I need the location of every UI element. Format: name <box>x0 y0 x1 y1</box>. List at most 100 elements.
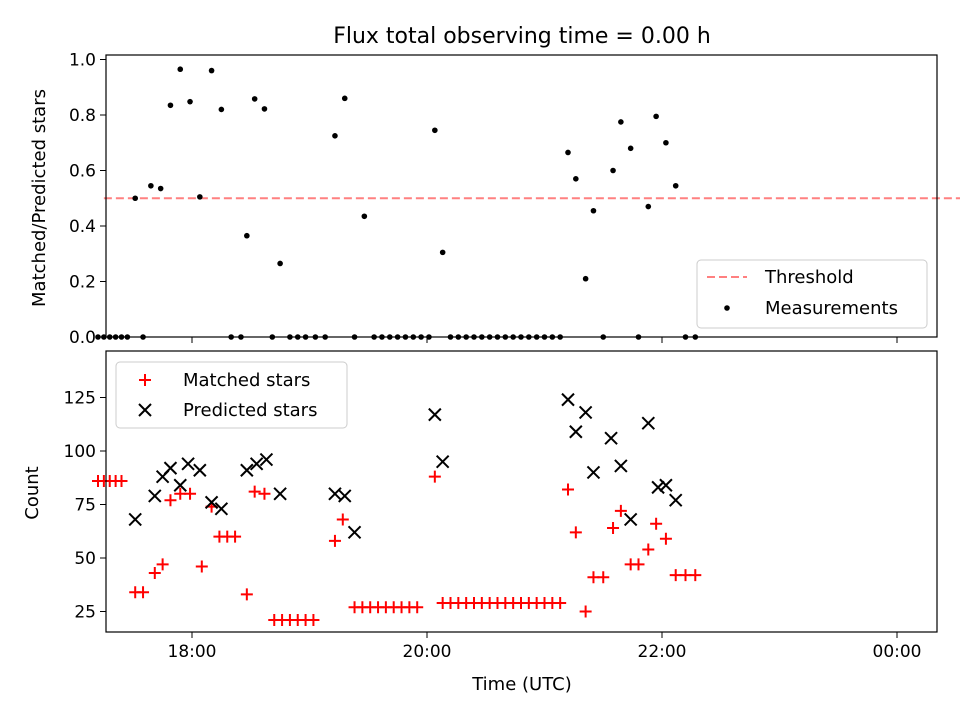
measurement-point <box>244 232 250 239</box>
y-tick-label: 0.0 <box>69 328 96 348</box>
measurement-point <box>187 98 193 105</box>
matched-star-point <box>614 504 627 517</box>
predicted-star-point <box>651 480 665 495</box>
matched-star-point <box>184 487 197 500</box>
measurement-point <box>218 106 225 113</box>
predicted-star-point <box>586 465 601 480</box>
legend-matched-label: Matched stars <box>183 370 310 391</box>
predicted-star-point <box>204 495 219 510</box>
predicted-star-point <box>173 478 187 492</box>
y-tick-label: 0.8 <box>69 106 96 126</box>
legend-measurements-label: Measurements <box>765 298 898 319</box>
measurement-point <box>101 334 107 340</box>
predicted-star-point <box>428 407 442 422</box>
legend-box <box>696 259 928 329</box>
legend-threshold-label: Threshold <box>764 267 854 288</box>
predicted-star-point <box>193 463 207 477</box>
legend-measurements-swatch <box>724 305 730 311</box>
y-tick-label: 125 <box>64 389 96 409</box>
measurement-point <box>261 106 268 112</box>
predicted-star-point <box>240 463 254 477</box>
x-axis-label: Time (UTC) <box>471 674 572 695</box>
bottom-panel: 25507510012518:0020:0022:0000:0002:0004:… <box>64 350 938 662</box>
matched-star-point <box>607 522 620 535</box>
measurement-point <box>95 334 101 340</box>
predicted-star-point <box>641 416 655 430</box>
top-y-axis-label: Matched/Predicted stars <box>29 89 50 307</box>
measurement-point <box>132 195 139 202</box>
plot-frame <box>105 350 938 633</box>
measurement-point <box>177 66 184 73</box>
measurement-point <box>251 96 258 102</box>
measurement-point <box>332 133 338 139</box>
measurement-point <box>573 176 579 182</box>
matched-star-point <box>248 485 261 498</box>
predicted-star-point <box>338 489 352 503</box>
matched-star-point <box>240 588 253 601</box>
matched-star-point <box>428 470 441 483</box>
chart-title: Flux total observing time = 0.00 h <box>333 24 711 49</box>
matched-star-point <box>562 483 574 496</box>
measurement-point <box>157 185 164 192</box>
matched-star-point <box>328 534 341 547</box>
measurement-point <box>439 249 446 256</box>
matched-star-point <box>148 566 161 579</box>
predicted-star-point <box>569 425 583 439</box>
y-tick-label: 0.4 <box>69 217 96 237</box>
matched-star-point <box>137 586 150 599</box>
matched-star-point <box>115 474 128 487</box>
matched-star-point <box>195 560 208 573</box>
y-tick-label: 0.6 <box>69 162 96 182</box>
measurement-point <box>277 260 283 267</box>
predicted-star-point <box>259 452 274 467</box>
predicted-star-point <box>181 457 195 471</box>
measurement-point <box>663 139 669 146</box>
predicted-star-point <box>347 525 362 540</box>
matched-star-point <box>411 601 424 614</box>
measurement-point <box>653 113 659 120</box>
measurement-point <box>197 194 203 200</box>
measurement-point <box>627 145 634 152</box>
predicted-star-point <box>659 478 673 492</box>
legend-predicted-swatch <box>138 403 152 417</box>
predicted-star-point <box>249 457 264 471</box>
predicted-star-point <box>561 392 575 407</box>
matched-star-point <box>689 569 702 582</box>
measurement-point <box>645 203 652 210</box>
matched-star-point <box>597 571 610 584</box>
x-tick-label: 20:00 <box>403 642 452 662</box>
predicted-star-point <box>214 502 229 516</box>
matched-star-point <box>307 614 320 627</box>
measurement-point <box>361 213 368 220</box>
measurement-point <box>565 149 571 156</box>
y-tick-label: 0.2 <box>69 273 96 293</box>
measurement-point <box>432 127 438 134</box>
measurement-point <box>208 67 215 74</box>
measurement-point <box>590 207 597 214</box>
matched-star-point <box>569 526 582 539</box>
matched-star-point <box>554 596 567 609</box>
matched-star-point <box>336 513 349 526</box>
predicted-star-point <box>148 489 162 503</box>
legend-box <box>115 361 348 429</box>
predicted-star-point <box>578 405 593 420</box>
predicted-star-point <box>128 512 142 527</box>
predicted-star-point <box>614 459 628 473</box>
measurement-point <box>148 182 154 189</box>
matched-star-point <box>156 558 169 571</box>
measurement-point <box>167 102 174 109</box>
predicted-star-point <box>623 512 638 527</box>
measurement-point <box>672 182 679 189</box>
plot-frame <box>105 54 938 338</box>
predicted-star-point <box>163 461 178 475</box>
matched-star-point <box>164 494 177 507</box>
measurement-point <box>610 167 616 174</box>
predicted-star-point <box>273 487 287 501</box>
predicted-star-point <box>435 454 450 469</box>
matched-star-point <box>642 543 655 556</box>
y-tick-label: 25 <box>74 603 96 623</box>
y-tick-label: 50 <box>74 549 96 569</box>
x-tick-label: 00:00 <box>873 642 922 662</box>
matched-star-point <box>659 532 672 545</box>
